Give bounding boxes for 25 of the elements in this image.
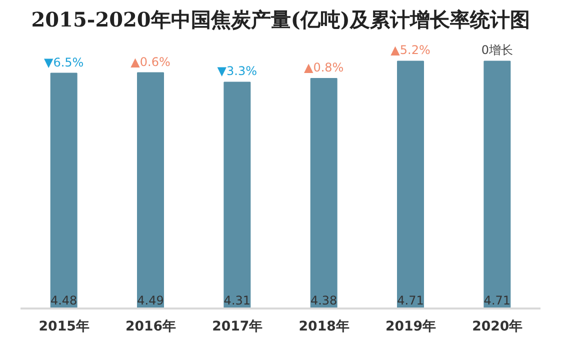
bar: [310, 78, 338, 308]
bar: [397, 60, 424, 308]
chart-title: 2015-2020年中国焦炭产量(亿吨)及累计增长率统计图: [31, 8, 530, 32]
x-tick-label: 2016年: [125, 320, 176, 334]
data-label: 4.49: [137, 294, 164, 308]
x-tick-label: 2020年: [472, 320, 522, 334]
x-tick-label: 2018年: [298, 320, 349, 334]
annotation: ▲5.2%: [390, 43, 430, 58]
data-label: 4.71: [397, 294, 424, 308]
annotation: 0增长: [481, 43, 513, 58]
x-tick-label: 2017年: [212, 320, 262, 334]
annotation: ▼6.5%: [44, 55, 84, 70]
x-tick-label: 2015年: [38, 320, 89, 334]
bar: [484, 60, 511, 308]
annotation: ▲0.6%: [130, 54, 170, 69]
x-tick-label: 2019年: [385, 320, 436, 334]
annotation: ▲0.8%: [304, 60, 344, 75]
data-label: 4.48: [50, 294, 78, 308]
bar: [50, 72, 78, 308]
bar: [137, 72, 164, 308]
annotation: ▼3.3%: [217, 64, 258, 78]
data-label: 4.31: [224, 294, 251, 308]
data-label: 4.71: [484, 294, 511, 308]
bar: [224, 82, 251, 308]
data-label: 4.38: [310, 294, 338, 308]
